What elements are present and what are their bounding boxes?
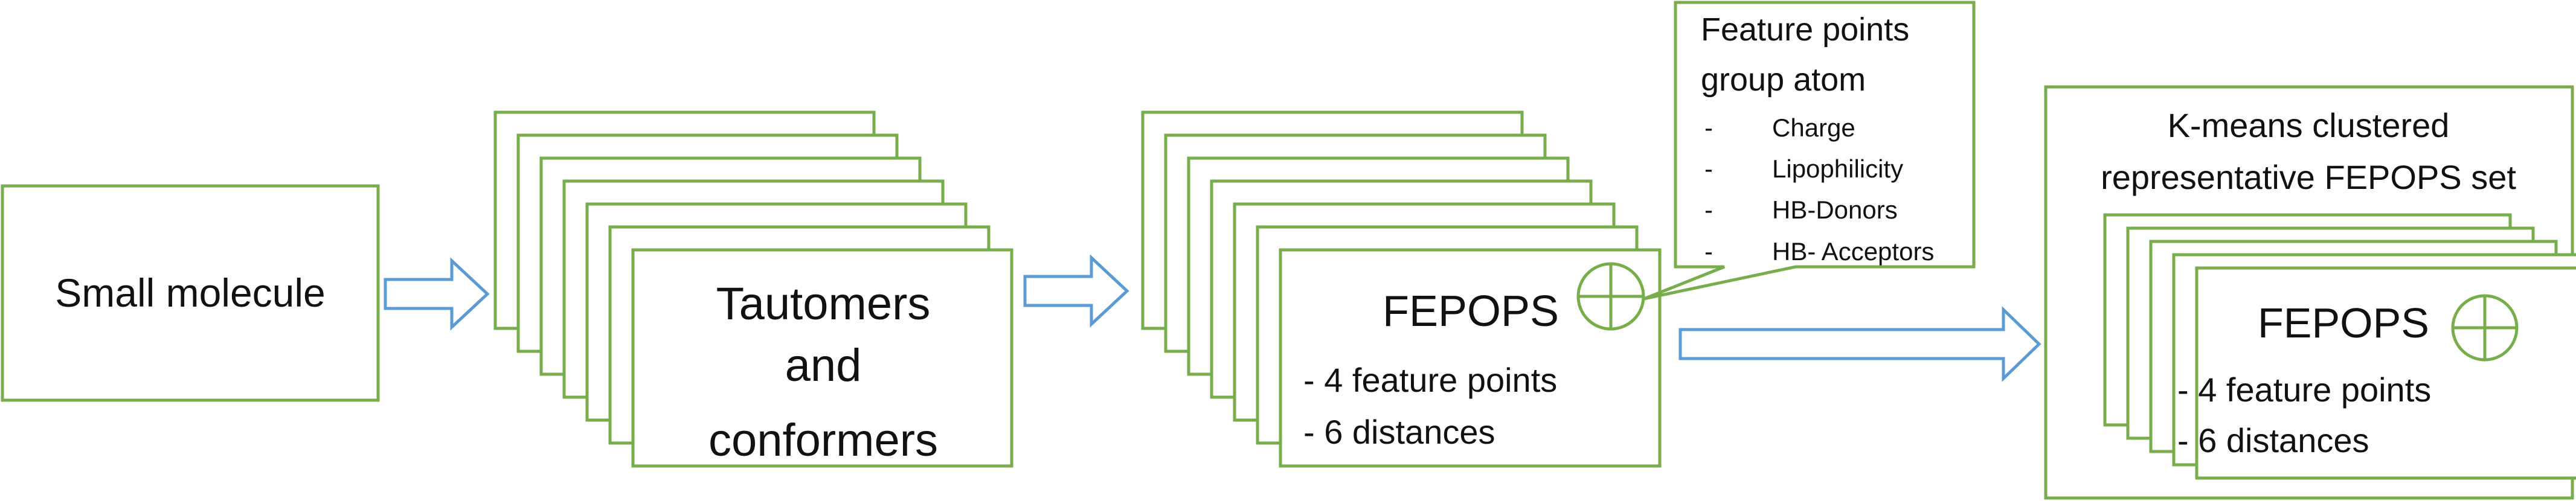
kmeans-title-line2: representative FEPOPS set [2101,158,2516,196]
conformers-label: conformers [708,415,939,466]
callout-item-hb-acceptors: HB- Acceptors [1772,237,1935,266]
and-label: and [785,340,862,391]
callout-item-hb-donors: HB-Donors [1772,196,1898,224]
kmeans-title-line1: K-means clustered [2167,106,2450,144]
right-block-arrow-icon [384,257,490,331]
circled-plus-icon [1576,262,1645,331]
callout-item-lipophilicity: Lipophilicity [1772,155,1904,183]
fepops-front-card [1279,248,1662,468]
callout-title-line2: group atom [1701,62,1866,98]
callout-item-charge: Charge [1772,113,1855,142]
kmeans-fepops-title: FEPOPS [2258,299,2429,346]
kmeans-fepops-feature-points: - 4 feature points [2177,371,2432,409]
fepops-feature-points: - 4 feature points [1303,361,1558,399]
fepops-title: FEPOPS [1383,287,1559,336]
kmeans-fepops-stack [2103,213,2576,480]
circled-plus-icon [2451,294,2519,362]
callout-bullet: - [1704,113,1713,142]
callout-bullet: - [1704,155,1713,183]
tautomers-front-card [631,248,1013,468]
kmeans-fepops-distances: - 6 distances [2177,421,2369,459]
callout-bullet: - [1704,237,1713,266]
tautomers-conformers-stack [493,110,1013,468]
kmeans-front-card [2195,266,2576,480]
small-molecule-box [1,184,380,402]
right-block-arrow-icon [1023,254,1129,328]
feature-points-callout [1643,1,1976,301]
callout-bullet: - [1704,196,1713,224]
small-molecule-label: Small molecule [55,270,326,315]
callout-title-line1: Feature points [1701,11,1910,48]
fepops-distances: - 6 distances [1303,413,1495,451]
tautomers-label: Tautomers [716,278,931,330]
right-block-arrow-icon [1678,306,2041,382]
fepops-stack [1141,110,1662,468]
